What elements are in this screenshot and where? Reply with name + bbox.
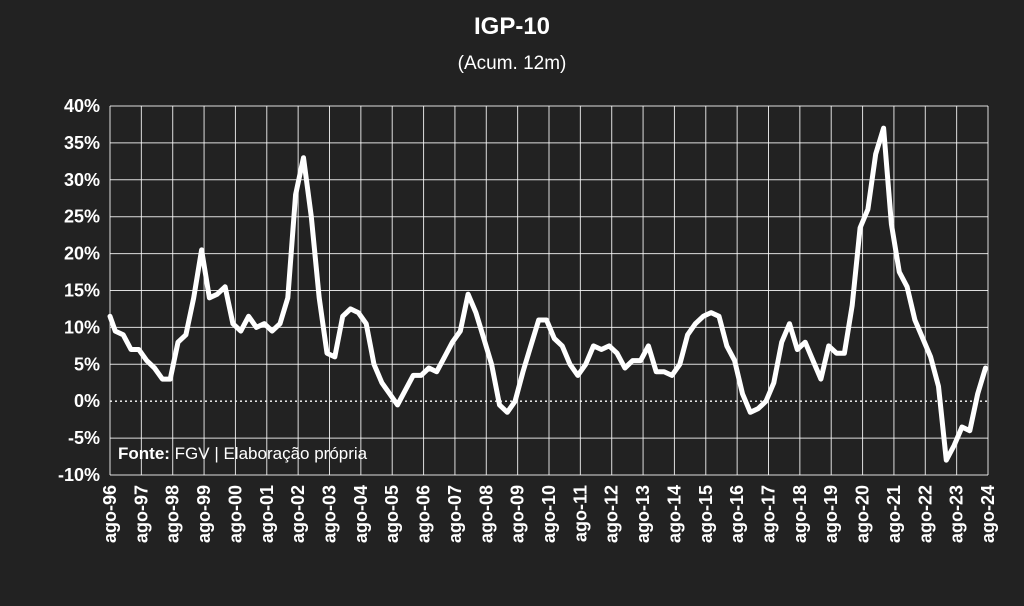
source-text: FGV | Elaboração própria	[170, 444, 368, 463]
y-tick-label: -10%	[58, 465, 100, 485]
x-tick-label: ago-11	[570, 485, 590, 542]
series-line-igp10	[107, 125, 988, 463]
source-label: Fonte:	[118, 444, 170, 463]
x-tick-label: ago-03	[320, 485, 340, 543]
y-tick-label: 20%	[64, 244, 100, 264]
y-tick-label: 30%	[64, 170, 100, 190]
y-tick-label: 25%	[64, 207, 100, 227]
y-tick-label: 40%	[64, 96, 100, 116]
y-tick-label: 5%	[74, 354, 100, 374]
grid	[109, 105, 989, 476]
x-tick-label: ago-23	[947, 485, 967, 543]
x-tick-label: ago-00	[225, 485, 245, 543]
x-tick-label: ago-08	[476, 485, 496, 543]
x-tick-label: ago-99	[194, 485, 214, 543]
x-tick-label: ago-19	[821, 485, 841, 543]
x-tick-label: ago-07	[445, 485, 465, 543]
x-tick-label: ago-05	[382, 485, 402, 543]
x-tick-label: ago-14	[664, 485, 684, 543]
x-tick-label: ago-12	[602, 485, 622, 543]
x-tick-label: ago-21	[884, 485, 904, 543]
x-tick-label: ago-09	[508, 485, 528, 543]
x-tick-label: ago-16	[727, 485, 747, 543]
x-tick-label: ago-15	[696, 485, 716, 543]
x-tick-label: ago-20	[853, 485, 873, 543]
series-group	[107, 125, 988, 463]
x-tick-label: ago-24	[978, 485, 998, 543]
x-tick-label: ago-13	[633, 485, 653, 543]
x-tick-label: ago-97	[131, 485, 151, 543]
x-tick-label: ago-98	[163, 485, 183, 543]
x-axis: ago-96 ago-97 ago-98 ago-99 ago-00 ago-01 ago-…	[100, 485, 998, 543]
y-tick-label: 15%	[64, 281, 100, 301]
y-tick-label: 10%	[64, 317, 100, 337]
x-tick-label: ago-18	[790, 485, 810, 543]
chart-subtitle: (Acum. 12m)	[458, 53, 567, 74]
x-tick-label: ago-10	[539, 485, 559, 543]
chart-title: IGP-10	[474, 13, 550, 40]
x-tick-label: ago-22	[915, 485, 935, 543]
x-tick-label: ago-01	[257, 485, 277, 543]
x-tick-label: ago-02	[288, 485, 308, 543]
y-tick-label: 35%	[64, 133, 100, 153]
y-tick-label: 0%	[74, 391, 100, 411]
x-tick-label: ago-17	[759, 485, 779, 543]
y-axis: 40% 35% 30% 25% 20% 15% 10% 5% 0% -5% -10%	[58, 96, 100, 485]
x-tick-label: ago-04	[351, 485, 371, 543]
x-tick-label: ago-06	[414, 485, 434, 543]
x-tick-label: ago-96	[100, 485, 120, 543]
source-note: Fonte: FGV | Elaboração própria	[118, 444, 368, 463]
y-tick-label: -5%	[68, 428, 100, 448]
